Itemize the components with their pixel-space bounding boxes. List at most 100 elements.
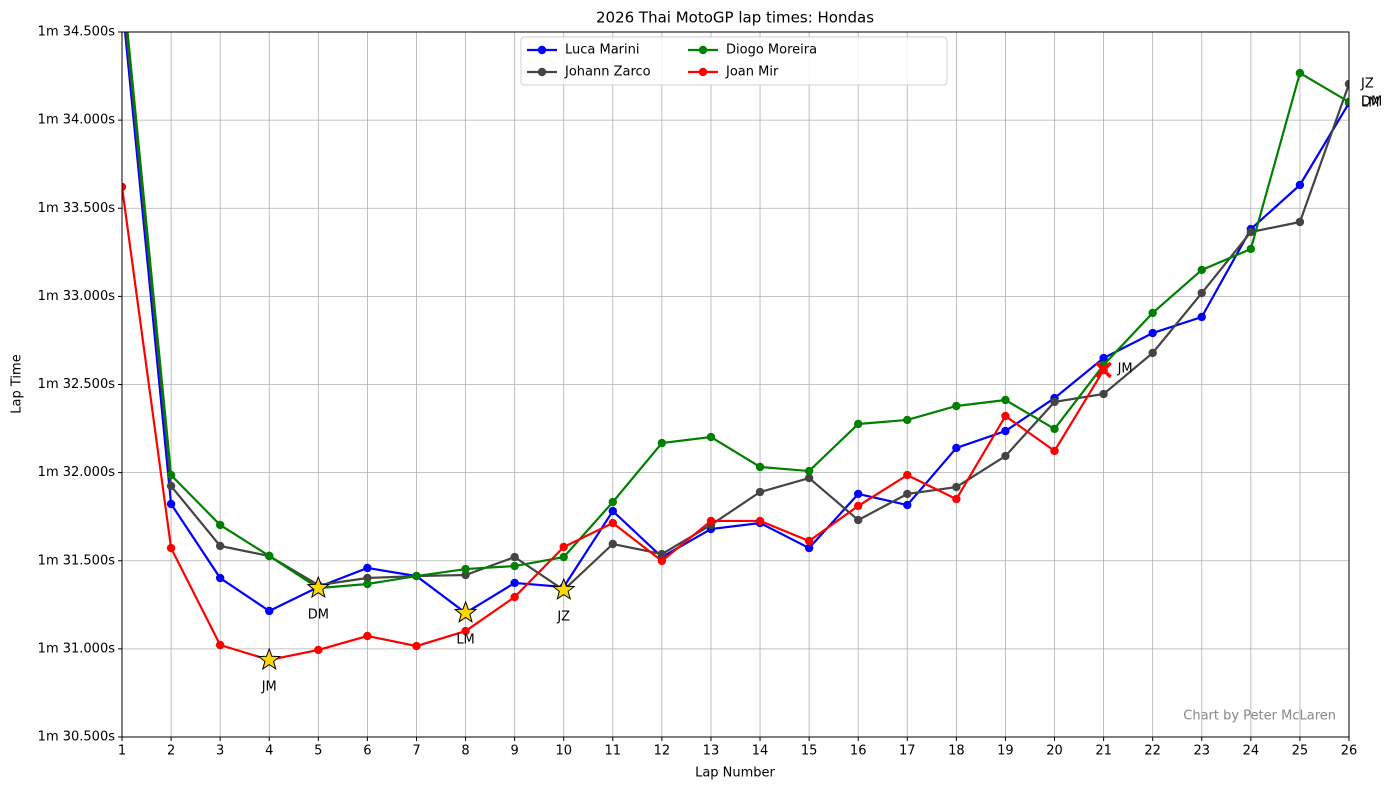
legend-marker xyxy=(537,45,547,55)
data-point xyxy=(804,466,814,476)
x-tick-label: 5 xyxy=(314,744,322,759)
fastest-lap-star xyxy=(453,600,478,623)
data-point xyxy=(903,415,912,425)
y-tick-label: 1m 30.500s xyxy=(38,730,116,745)
x-tick-label: 21 xyxy=(1095,744,1112,759)
data-point xyxy=(314,645,323,655)
data-point xyxy=(166,543,176,553)
x-tick-label: 25 xyxy=(1292,744,1309,759)
x-tick-label: 23 xyxy=(1193,744,1210,759)
data-point xyxy=(1344,79,1349,89)
data-point xyxy=(363,563,372,573)
fastest-lap-label: JZ xyxy=(556,610,570,625)
x-tick-label: 1 xyxy=(118,744,126,759)
data-point xyxy=(952,443,961,453)
data-point xyxy=(1197,265,1206,275)
data-point xyxy=(215,520,225,530)
fastest-lap-star xyxy=(306,575,331,599)
y-tick-label: 1m 32.000s xyxy=(38,465,116,480)
fastest-lap-star xyxy=(257,647,282,671)
data-point xyxy=(608,506,617,516)
data-point xyxy=(166,481,176,491)
crash-label: JM xyxy=(1117,362,1133,377)
data-point xyxy=(1001,451,1010,461)
data-point xyxy=(1148,348,1157,358)
x-tick-label: 7 xyxy=(412,744,420,759)
x-tick-label: 15 xyxy=(801,744,818,759)
legend-marker xyxy=(698,45,708,55)
fastest-lap-label: DM xyxy=(308,608,329,623)
fastest-lap-label: JM xyxy=(261,679,277,694)
data-point xyxy=(461,626,470,636)
data-point xyxy=(903,489,912,499)
x-tick-label: 6 xyxy=(363,744,371,759)
data-point xyxy=(1050,397,1059,407)
data-point xyxy=(215,573,225,583)
data-point xyxy=(1001,395,1010,405)
data-point xyxy=(265,551,274,561)
data-point xyxy=(608,518,617,528)
data-point xyxy=(608,539,617,549)
x-tick-label: 11 xyxy=(605,744,622,759)
x-tick-label: 8 xyxy=(461,744,469,759)
data-point xyxy=(510,552,519,562)
data-point xyxy=(166,499,176,509)
legend-label: Luca Marini xyxy=(565,43,640,58)
data-point xyxy=(510,561,519,571)
crash-stroke xyxy=(1095,361,1112,379)
chart-title: 2026 Thai MotoGP lap times: Hondas xyxy=(596,9,874,27)
data-point xyxy=(1344,97,1349,107)
data-point xyxy=(1197,288,1206,298)
x-axis-label: Lap Number xyxy=(695,766,775,781)
crash-marker xyxy=(1095,361,1112,379)
data-point xyxy=(122,182,127,192)
data-point xyxy=(804,473,814,483)
legend-label: Diogo Moreira xyxy=(726,43,817,58)
data-point xyxy=(854,419,863,429)
x-tick-label: 16 xyxy=(850,744,867,759)
x-tick-label: 10 xyxy=(555,744,572,759)
data-point xyxy=(1148,328,1157,338)
x-tick-label: 17 xyxy=(899,744,916,759)
legend-marker xyxy=(698,67,708,77)
data-point xyxy=(363,573,372,583)
end-label: JZ xyxy=(1360,76,1374,91)
data-point xyxy=(166,470,176,480)
data-point xyxy=(1246,244,1256,254)
data-point xyxy=(265,606,274,616)
data-point xyxy=(1295,217,1305,227)
data-point xyxy=(510,578,519,588)
data-point xyxy=(854,515,863,525)
series-line xyxy=(125,32,1349,592)
x-tick-label: 19 xyxy=(997,744,1014,759)
legend-label: Johann Zarco xyxy=(564,65,651,80)
data-point xyxy=(1050,446,1059,456)
y-tick-label: 1m 31.500s xyxy=(38,553,116,568)
data-point xyxy=(559,552,568,562)
data-point xyxy=(1295,180,1305,190)
x-tick-label: 18 xyxy=(948,744,965,759)
end-label: LM xyxy=(1361,96,1379,111)
data-point xyxy=(1050,424,1059,434)
data-point xyxy=(952,401,961,411)
y-tick-label: 1m 31.000s xyxy=(38,641,116,656)
end-label: DM xyxy=(1361,94,1382,109)
x-tick-label: 2 xyxy=(167,744,175,759)
data-point xyxy=(1001,426,1010,436)
y-tick-label: 1m 34.500s xyxy=(38,25,116,40)
data-point xyxy=(903,470,912,480)
data-point xyxy=(461,570,470,580)
x-tick-label: 24 xyxy=(1243,744,1260,759)
data-point xyxy=(461,564,470,574)
data-point xyxy=(952,494,961,504)
x-tick-label: 20 xyxy=(1046,744,1063,759)
x-tick-label: 3 xyxy=(216,744,224,759)
data-point xyxy=(1197,312,1206,322)
data-point xyxy=(755,516,765,526)
data-point xyxy=(854,501,863,511)
data-point xyxy=(215,640,225,650)
y-tick-label: 1m 33.000s xyxy=(38,289,116,304)
fastest-lap-star xyxy=(551,577,576,601)
